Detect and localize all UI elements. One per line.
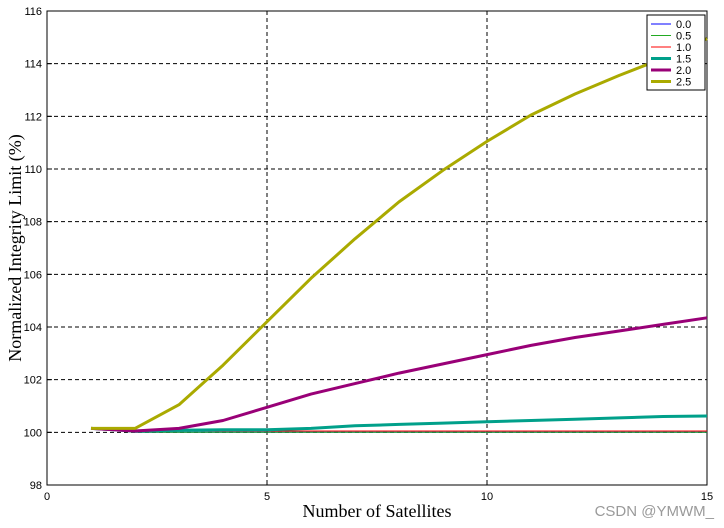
legend-label: 2.0 bbox=[676, 65, 691, 77]
x-axis-title: Number of Satellites bbox=[303, 501, 452, 521]
watermark: CSDN @YMWM_ bbox=[594, 503, 714, 520]
series-lines bbox=[90, 37, 708, 433]
y-tick-label: 112 bbox=[24, 111, 42, 123]
y-axis-title: Normalized Integrity Limit (%) bbox=[5, 134, 26, 361]
y-tick-label: 100 bbox=[24, 427, 42, 439]
y-axis-ticks: 98 100 102 104 106 108 110 112 114 116 bbox=[24, 6, 52, 492]
legend-label: 1.0 bbox=[676, 42, 691, 54]
y-tick-label: 116 bbox=[24, 6, 42, 18]
x-tick-label: 15 bbox=[701, 491, 713, 503]
y-tick-label: 104 bbox=[24, 322, 42, 334]
legend-label: 2.5 bbox=[676, 77, 691, 89]
legend-label: 0.5 bbox=[676, 31, 691, 43]
series-line-2.5 bbox=[91, 37, 708, 430]
y-tick-label: 108 bbox=[24, 217, 42, 229]
legend: 0.00.51.01.52.02.5 bbox=[646, 14, 706, 91]
x-tick-label: 5 bbox=[264, 491, 270, 503]
y-tick-label: 110 bbox=[24, 164, 42, 176]
y-tick-label: 114 bbox=[24, 59, 42, 71]
series-line-2.0 bbox=[90, 316, 708, 433]
plot-frame bbox=[46, 10, 708, 486]
x-tick-label: 0 bbox=[44, 491, 50, 503]
legend-label: 1.5 bbox=[676, 54, 691, 66]
series-line-0.5 bbox=[90, 427, 707, 433]
y-tick-label: 106 bbox=[24, 269, 42, 281]
plot-area bbox=[47, 11, 707, 485]
legend-box bbox=[646, 14, 706, 91]
series-line-1.5 bbox=[90, 414, 708, 433]
x-tick-label: 10 bbox=[481, 491, 493, 503]
y-tick-label: 98 bbox=[30, 480, 42, 492]
x-axis-ticks: 0 5 10 15 bbox=[44, 480, 713, 503]
y-tick-label: 102 bbox=[24, 375, 42, 387]
legend-label: 0.0 bbox=[676, 19, 691, 31]
